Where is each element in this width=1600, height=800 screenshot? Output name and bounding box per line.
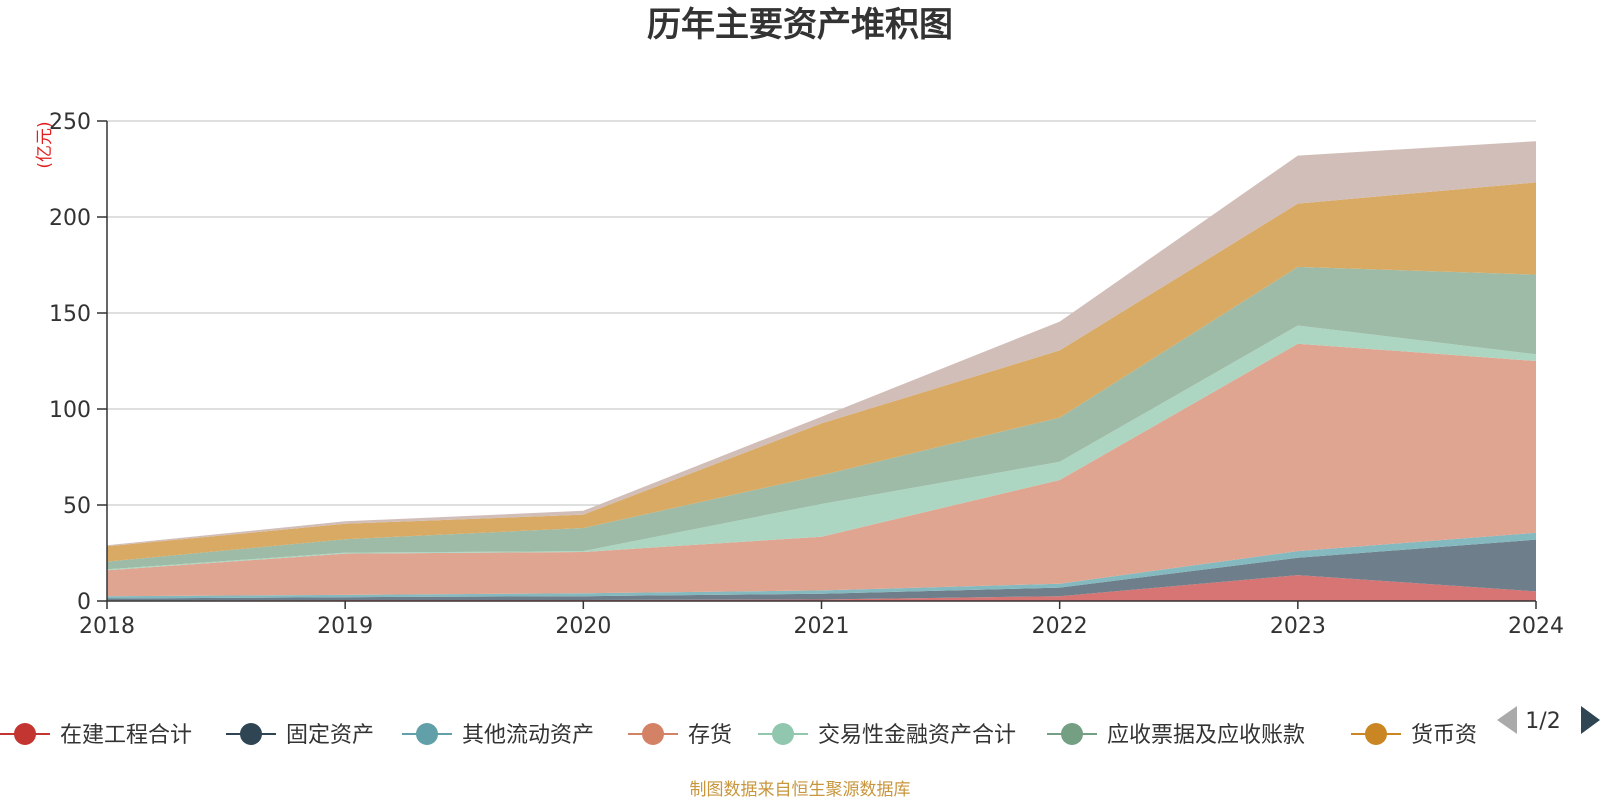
x-tick-label: 2022 <box>1032 614 1088 639</box>
chart-title: 历年主要资产堆积图 <box>647 5 953 45</box>
area-交易性金融资产合计[interactable] <box>107 325 1536 571</box>
legend-marker-icon <box>416 723 438 745</box>
legend-label: 存货 <box>688 723 732 748</box>
x-tick-label: 2019 <box>317 614 373 639</box>
y-tick-label: 150 <box>49 302 91 327</box>
area-货币资金[interactable] <box>107 182 1536 562</box>
legend-label: 在建工程合计 <box>60 723 192 748</box>
legend-marker-icon <box>14 723 36 745</box>
y-tick-label: 100 <box>49 398 91 423</box>
legend-marker-icon <box>772 723 794 745</box>
legend-label: 交易性金融资产合计 <box>818 723 1016 748</box>
legend-item-固定资产[interactable]: 固定资产 <box>226 723 374 748</box>
area-应收票据及应收账款[interactable] <box>107 266 1536 570</box>
axes: 0 50 100 150 200 250 2018 2019 2020 2021 2022 2023 2… <box>49 110 1564 639</box>
legend-item-应收票据及应收账款[interactable]: 应收票据及应收账款 <box>1047 723 1305 748</box>
legend-label: 应收票据及应收账款 <box>1107 723 1305 748</box>
x-tick-label: 2024 <box>1508 614 1564 639</box>
legend-marker-icon <box>1365 723 1387 745</box>
y-tick-label: 0 <box>77 590 91 615</box>
legend: 在建工程合计 固定资产 其他流动资产 存货 交易性金融资产合计 应收票据及应收账款 货币资 <box>0 723 1477 748</box>
y-tick-label: 250 <box>49 110 91 135</box>
legend-item-交易性金融资产合计[interactable]: 交易性金融资产合计 <box>758 723 1016 748</box>
legend-item-其他流动资产[interactable]: 其他流动资产 <box>402 723 594 748</box>
legend-item-存货[interactable]: 存货 <box>628 723 732 748</box>
x-tick-label: 2020 <box>555 614 611 639</box>
x-tick-label: 2021 <box>794 614 850 639</box>
area-在建工程合计[interactable] <box>107 575 1536 601</box>
x-tick-label: 2018 <box>79 614 135 639</box>
y-axis-unit: (亿元) <box>35 121 55 168</box>
x-tick-label: 2023 <box>1270 614 1326 639</box>
area-存货[interactable] <box>107 343 1536 597</box>
area-其他[interactable] <box>107 141 1536 547</box>
legend-label: 货币资 <box>1411 723 1477 748</box>
stacked-areas <box>107 141 1536 601</box>
legend-marker-icon <box>1061 723 1083 745</box>
legend-item-货币资金[interactable]: 货币资 <box>1351 723 1477 748</box>
data-source-note: 制图数据来自恒生聚源数据库 <box>690 780 911 800</box>
y-tick-label: 50 <box>63 494 91 519</box>
y-tick-label: 200 <box>49 206 91 231</box>
legend-prev-page-icon[interactable] <box>1497 706 1517 734</box>
legend-label: 固定资产 <box>286 723 374 748</box>
legend-page-indicator: 1/2 <box>1525 709 1560 734</box>
legend-next-page-icon[interactable] <box>1581 706 1600 734</box>
legend-item-在建工程合计[interactable]: 在建工程合计 <box>0 723 192 748</box>
legend-marker-icon <box>240 723 262 745</box>
area-固定资产[interactable] <box>107 539 1536 601</box>
legend-pager: 1/2 <box>1497 706 1600 734</box>
legend-label: 其他流动资产 <box>462 723 594 748</box>
legend-marker-icon <box>642 723 664 745</box>
